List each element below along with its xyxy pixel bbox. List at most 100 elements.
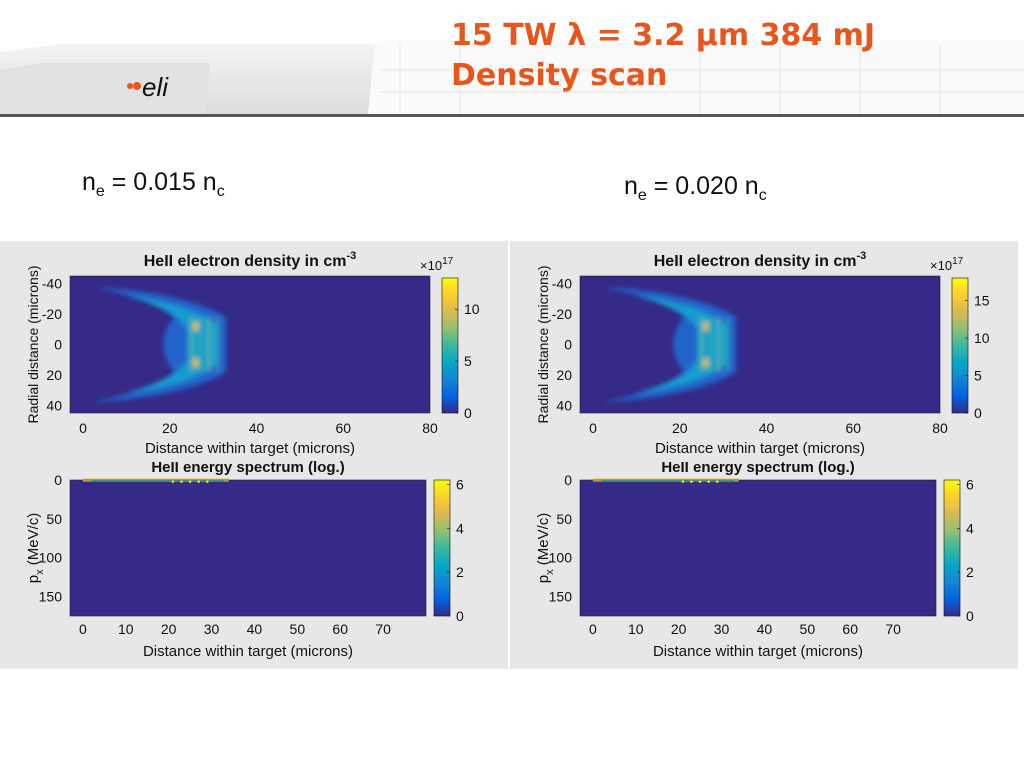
heatmap-background [70,276,430,413]
plot-title: HeII energy spectrum (log.) [151,459,344,476]
heatmap-frame [69,275,431,414]
spectrum-peak [715,480,719,483]
heatmap-background [580,480,936,616]
heatmap-background [580,276,940,413]
density-filament [190,317,193,372]
density-filament [207,317,210,372]
spectrum-peak [681,480,685,483]
x-tick-label: 40 [247,621,263,637]
colorbar-tick-label: 0 [974,405,982,421]
y-axis-label-unit: (MeV/c) [25,513,42,570]
spectrum-peak [171,480,175,483]
density-label-sub-c: c [758,187,767,204]
colorbar-tick-label: 2 [966,564,974,580]
x-axis-label: Distance within target (microns) [145,440,355,457]
y-tick-label: -40 [42,276,62,292]
colorbar-tick-label: 0 [464,405,472,421]
density-crescent [601,286,737,403]
x-tick-label: 40 [249,420,265,436]
density-label-left: ne = 0.015 nc [82,168,225,201]
slide-title: 15 TW λ = 3.2 µm 384 mJ Density scan [451,16,875,96]
colorbar-multiplier-exp: 17 [952,256,964,267]
y-axis-label-sub: x [544,569,556,575]
y-tick-label: 150 [549,589,573,605]
heatmap-frame [69,479,427,617]
spectrum-peak [690,480,693,483]
y-axis-label-unit: (MeV/c) [535,513,552,570]
figure-panel-left: 0 20 40 60 80 -40 -20 0 20 40 HeII electron densit… [0,241,508,669]
y-tick-label: 20 [556,367,572,383]
spectrum-peak [180,480,183,483]
density-core [126,295,218,394]
y-tick-label: -20 [42,306,62,322]
density-heatmap: 0 20 40 60 80 -40 -20 0 20 40 HeII electron densit… [25,250,480,457]
colorbar-tick-label: 10 [974,330,990,346]
colorbar [433,479,451,617]
colorbar-multiplier: ×1017 [420,256,454,273]
density-label-value: = 0.015 n [104,168,217,196]
y-tick-label: 0 [564,472,572,488]
density-label-right: ne = 0.020 nc [624,172,767,205]
x-axis-label: Distance within target (microns) [143,643,353,660]
y-axis-label-sub: x [34,569,46,575]
density-label-n: n [82,168,96,196]
density-label-value: = 0.020 n [646,172,759,200]
x-tick-label: 70 [375,621,391,637]
y-tick-label: 40 [46,397,62,413]
x-axis-label: Distance within target (microns) [655,440,865,457]
colorbar-tick-label: 0 [966,608,974,624]
plot-title-sup: -3 [856,250,866,262]
x-tick-label: 10 [118,621,134,637]
y-tick-label: 100 [39,550,63,566]
density-hotspot [702,357,709,368]
colorbar-tick-label: 5 [974,368,982,384]
colorbar [943,479,961,617]
density-hotspot [192,357,199,368]
x-tick-label: 30 [714,621,730,637]
spectrum-peak [698,480,702,483]
colorbar-multiplier: ×1017 [930,256,964,273]
plot-title-sup: -3 [346,250,356,262]
y-tick-label: 0 [564,337,572,353]
density-label-sub-e: e [95,183,105,200]
colorbar [441,277,459,414]
y-axis-label: px (MeV/c) [535,513,556,584]
density-filament [198,317,202,372]
colorbar-tick-label: 6 [966,476,974,492]
y-axis-label: Radial distance (microns) [535,266,551,424]
colorbar [951,277,969,414]
x-tick-label: 40 [757,621,773,637]
x-tick-label: 0 [589,621,597,637]
plot-title: HeII electron density in cm-3 [654,250,867,270]
density-filament [717,317,720,372]
y-axis-label: Radial distance (microns) [25,266,41,424]
x-tick-label: 50 [290,621,306,637]
y-tick-label: 50 [556,511,572,527]
heatmap-frame [579,275,941,414]
x-tick-label: 20 [672,420,688,436]
heatmap-frame [579,479,937,617]
header-graphic: eli [0,0,1024,118]
y-tick-label: -20 [552,306,572,322]
colorbar-tick-label: 10 [464,301,480,317]
density-filament [708,317,712,372]
density-hotspot [702,321,709,332]
density-label-sub-e: e [637,187,647,204]
density-label-n: n [624,172,638,200]
colorbar-tick-label: 2 [456,564,464,580]
spectrum-peak [197,480,200,483]
x-tick-label: 10 [628,621,644,637]
x-axis-label: Distance within target (microns) [653,643,863,660]
figure-panel-right: 0 20 40 60 80 -40 -20 0 20 40 HeII electron densit… [510,241,1018,669]
y-tick-label: 100 [549,550,573,566]
colorbar-tick-label: 4 [966,520,974,536]
spectrum-peak [188,480,192,483]
plot-title: HeII electron density in cm-3 [144,250,357,270]
y-tick-label: 40 [556,397,572,413]
x-tick-label: 50 [800,621,816,637]
x-tick-label: 40 [759,420,775,436]
x-tick-label: 20 [671,621,687,637]
